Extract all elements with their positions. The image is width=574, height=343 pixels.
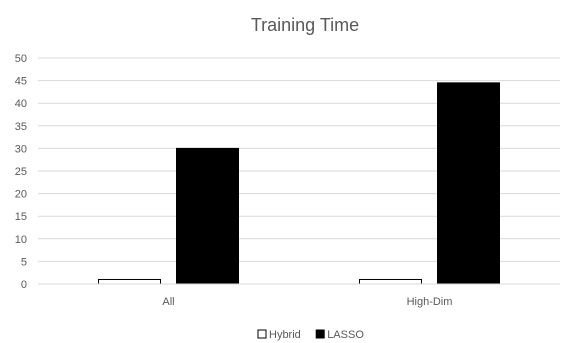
chart-title: Training Time: [251, 15, 359, 35]
x-axis-category-labels: All High-Dim: [162, 296, 452, 308]
legend-label-hybrid: Hybrid: [269, 329, 301, 341]
bars: [98, 82, 500, 285]
bar-hybrid-high-dim: [359, 278, 422, 285]
legend-swatch-hybrid: [257, 329, 267, 339]
legend-label-lasso: LASSO: [327, 329, 364, 341]
x-category-label: High-Dim: [407, 296, 453, 308]
gridlines: [38, 57, 560, 262]
y-tick-label: 50: [15, 53, 27, 65]
y-tick-label: 0: [21, 279, 27, 291]
y-tick-label: 10: [15, 234, 27, 246]
x-category-label: All: [162, 296, 174, 308]
y-axis-tick-labels: 0 5 10 15 20 25 30 35 40 45 50: [15, 53, 27, 291]
legend: Hybrid LASSO: [257, 329, 364, 341]
bar-hybrid-all: [98, 278, 161, 285]
y-tick-label: 35: [15, 121, 27, 133]
y-tick-label: 5: [21, 256, 27, 268]
bar-lasso-high-dim: [437, 82, 500, 285]
y-tick-label: 40: [15, 98, 27, 110]
y-tick-label: 25: [15, 166, 27, 178]
bar-lasso-all: [176, 147, 239, 285]
legend-swatch-lasso: [315, 329, 325, 339]
y-tick-label: 45: [15, 76, 27, 88]
y-tick-label: 20: [15, 189, 27, 201]
y-tick-label: 30: [15, 143, 27, 155]
y-tick-label: 15: [15, 211, 27, 223]
